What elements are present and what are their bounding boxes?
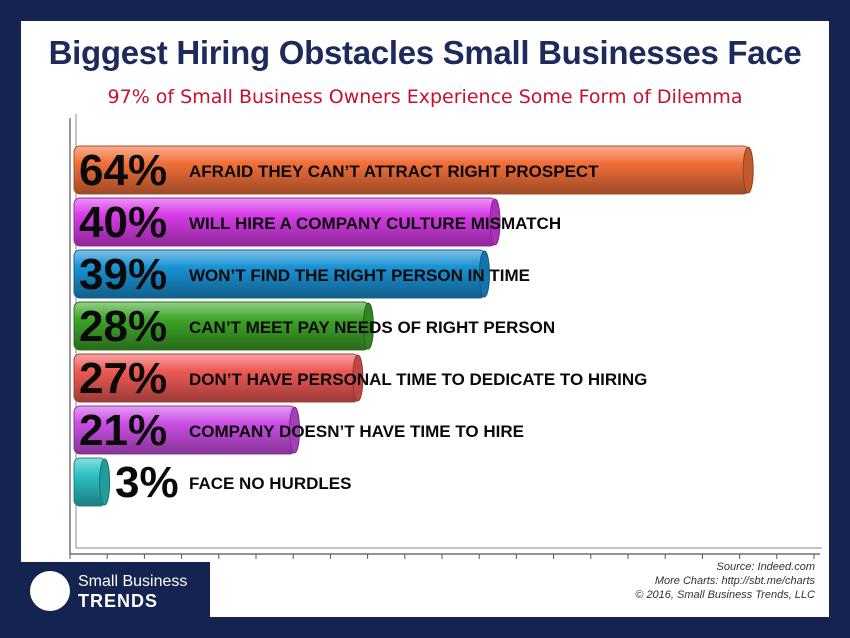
bar-cap-2 bbox=[489, 198, 501, 246]
logo-circle-icon bbox=[30, 571, 70, 611]
logo-text-line2: TRENDS bbox=[78, 591, 159, 611]
category-label-3: WON’T FIND THE RIGHT PERSON IN TIME bbox=[189, 266, 530, 285]
chart-footer: Source: Indeed.com More Charts: http://s… bbox=[600, 560, 815, 602]
category-label-4: CAN’T MEET PAY NEEDS OF RIGHT PERSON bbox=[189, 318, 555, 337]
category-label-5: DON’T HAVE PERSONAL TIME TO DEDICATE TO … bbox=[189, 370, 647, 389]
bar-cap-4 bbox=[362, 302, 374, 350]
value-label-4: 28% bbox=[79, 302, 167, 351]
category-label-7: FACE NO HURDLES bbox=[189, 474, 351, 493]
bar-cap-5 bbox=[352, 354, 364, 402]
category-label-6: COMPANY DOESN’T HAVE TIME TO HIRE bbox=[189, 422, 524, 441]
value-label-2: 40% bbox=[79, 198, 167, 247]
category-label-2: WILL HIRE A COMPANY CULTURE MISMATCH bbox=[189, 214, 561, 233]
bar-cap-1 bbox=[742, 146, 754, 194]
chart-subtitle: 97% of Small Business Owners Experience … bbox=[107, 86, 743, 108]
bar-cap-7 bbox=[99, 458, 111, 506]
source-note: Source: Indeed.com bbox=[716, 561, 815, 573]
copyright-note: © 2016, Small Business Trends, LLC bbox=[635, 589, 815, 601]
value-label-5: 27% bbox=[79, 354, 167, 403]
more-charts-note: More Charts: http://sbt.me/charts bbox=[654, 575, 815, 587]
value-label-1: 64% bbox=[79, 146, 167, 195]
value-label-6: 21% bbox=[79, 406, 167, 455]
chart-title: Biggest Hiring Obstacles Small Businesse… bbox=[48, 34, 802, 71]
bar-cap-3 bbox=[478, 250, 490, 298]
bar-cap-6 bbox=[289, 406, 301, 454]
value-label-7: 3% bbox=[115, 458, 179, 507]
value-label-3: 39% bbox=[79, 250, 167, 299]
logo-text-line1: Small Business bbox=[78, 573, 188, 590]
category-label-1: AFRAID THEY CAN’T ATTRACT RIGHT PROSPECT bbox=[189, 162, 599, 181]
